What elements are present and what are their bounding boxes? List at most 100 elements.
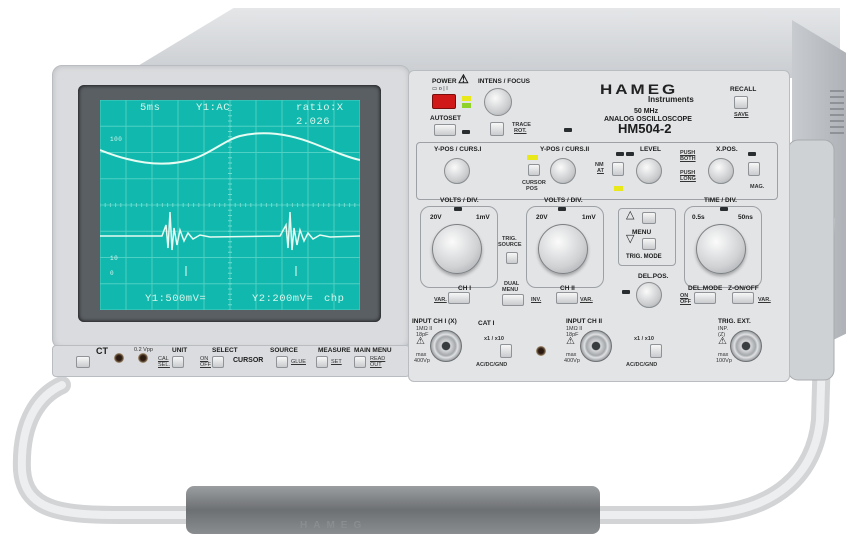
menu-down-button[interactable]: [642, 238, 656, 250]
time-div-knob[interactable]: [696, 224, 746, 274]
out-label: OUT: [370, 362, 382, 368]
read-label: READ: [370, 356, 386, 362]
trig-ext-bnc-input[interactable]: [730, 330, 762, 362]
measure-button[interactable]: [316, 356, 328, 368]
level-label: LEVEL: [640, 146, 661, 153]
ct-label: CT: [96, 346, 108, 356]
menu-up-button[interactable]: [642, 212, 656, 224]
vent-slot: [830, 126, 844, 128]
ct-jack[interactable]: [114, 353, 124, 363]
brand-freq: 50 MHz: [634, 108, 659, 115]
model-name: HM504-2: [618, 121, 672, 136]
mag-button[interactable]: [748, 162, 760, 176]
intens-focus-knob[interactable]: [484, 88, 512, 116]
handle-grip[interactable]: [186, 486, 600, 534]
intens-led-yellow: [462, 96, 471, 101]
input2-warning-icon: ⚠: [566, 336, 575, 347]
cursor-pos-button[interactable]: [528, 164, 540, 176]
nm-at-button[interactable]: [612, 162, 624, 176]
mag-led: [748, 152, 756, 156]
grip-logo: HAMEG: [300, 520, 368, 531]
time-min: 0.5s: [692, 214, 705, 221]
save-label: SAVE: [734, 112, 749, 118]
volts2-led: [558, 207, 566, 211]
intens-led-green: [462, 103, 471, 108]
z-var-label: VAR.: [758, 297, 771, 303]
power-symbols: ▭ o | I: [432, 86, 448, 92]
ypos1-knob[interactable]: [444, 158, 470, 184]
autoset-led: [462, 130, 470, 134]
cursor-label: CURSOR: [233, 357, 264, 364]
glue-label: GLUE: [291, 359, 306, 365]
ch2-coupling-button[interactable]: [650, 344, 662, 358]
ch1-waveform: [100, 132, 360, 165]
power-button[interactable]: [432, 94, 456, 109]
position-section: [416, 142, 778, 200]
trace-rotation-control[interactable]: [490, 122, 504, 136]
vent-slot: [830, 108, 844, 110]
marker-10: 10: [110, 255, 119, 262]
level-knob[interactable]: [636, 158, 662, 184]
ch1-coupling-button[interactable]: [500, 344, 512, 358]
ypos2-label: Y-POS / CURS.II: [540, 146, 590, 153]
trig-ext-label: TRIG. EXT.: [718, 318, 751, 325]
autoset-button[interactable]: [434, 124, 456, 136]
calibrator-jack[interactable]: [138, 353, 148, 363]
ch2-volts-readout: Y2:200mV=: [252, 293, 314, 305]
ch1-volts-knob[interactable]: [432, 224, 482, 274]
vent-slot: [830, 132, 844, 134]
trig-ext-volt: 100Vp: [716, 358, 732, 364]
source-button[interactable]: [276, 356, 288, 368]
vent-slot: [830, 90, 844, 92]
input1-warning-icon: ⚠: [416, 336, 425, 347]
ch2-volts-knob[interactable]: [538, 224, 588, 274]
trace-label: TRACE: [512, 122, 531, 128]
up-arrow-icon: △: [626, 209, 635, 221]
ch2-x1x10: x1 / x10: [634, 336, 654, 342]
input1-max: max: [416, 352, 427, 358]
input1-spec2: 18pF: [416, 332, 429, 338]
ch1-button[interactable]: [448, 292, 470, 304]
unit-label: UNIT: [172, 347, 188, 354]
z-onoff-button[interactable]: [732, 292, 754, 304]
input1-volt: 400Vp: [414, 358, 430, 364]
trig-ext-spec2: (Z): [718, 332, 726, 338]
ch1-bnc-input[interactable]: [430, 330, 462, 362]
ch1-coupling-label: AC/DC/GND: [476, 362, 508, 368]
ch1-x1x10: x1 / x10: [484, 336, 504, 342]
cursor-label: CURSOR: [522, 180, 546, 186]
dual-menu-button[interactable]: [502, 294, 524, 306]
rot-label: ROT.: [514, 128, 527, 134]
main-menu-button[interactable]: [354, 356, 366, 368]
input2-label: INPUT CH II: [566, 318, 603, 325]
ch2-volts-section: [526, 206, 604, 288]
input2-spec2: 18pF: [566, 332, 579, 338]
vent-slot: [830, 102, 844, 104]
time-label: TIME / DIV.: [704, 197, 737, 204]
ct-button[interactable]: [76, 356, 90, 368]
trigger-readout: Y1:AC: [196, 102, 231, 114]
unit-button[interactable]: [172, 356, 184, 368]
at-label: AT: [597, 168, 604, 174]
ch1-var-label: VAR.: [434, 297, 447, 303]
del-pos-knob[interactable]: [636, 282, 662, 308]
source-label: SOURCE: [270, 347, 298, 354]
bottom-control-strip: [52, 345, 410, 377]
ch2-bnc-input[interactable]: [580, 330, 612, 362]
ypos2-knob[interactable]: [550, 158, 576, 184]
trig-label: TRIG.: [502, 236, 517, 242]
ratio-value: 2.026: [296, 116, 331, 128]
ch1-volts-section: [420, 206, 498, 288]
del-mode-button[interactable]: [694, 292, 716, 304]
volts1-min: 20V: [430, 214, 442, 221]
recall-save-button[interactable]: [734, 96, 748, 109]
ch2-button[interactable]: [556, 292, 578, 304]
trig-source-button[interactable]: [506, 252, 518, 264]
select-button[interactable]: [212, 356, 224, 368]
xpos-knob[interactable]: [708, 158, 734, 184]
ch2-coupling-label: AC/DC/GND: [626, 362, 658, 368]
cat-label: CAT I: [478, 320, 495, 327]
ground-jack[interactable]: [536, 346, 546, 356]
main-menu-label: MAIN MENU: [354, 347, 392, 354]
